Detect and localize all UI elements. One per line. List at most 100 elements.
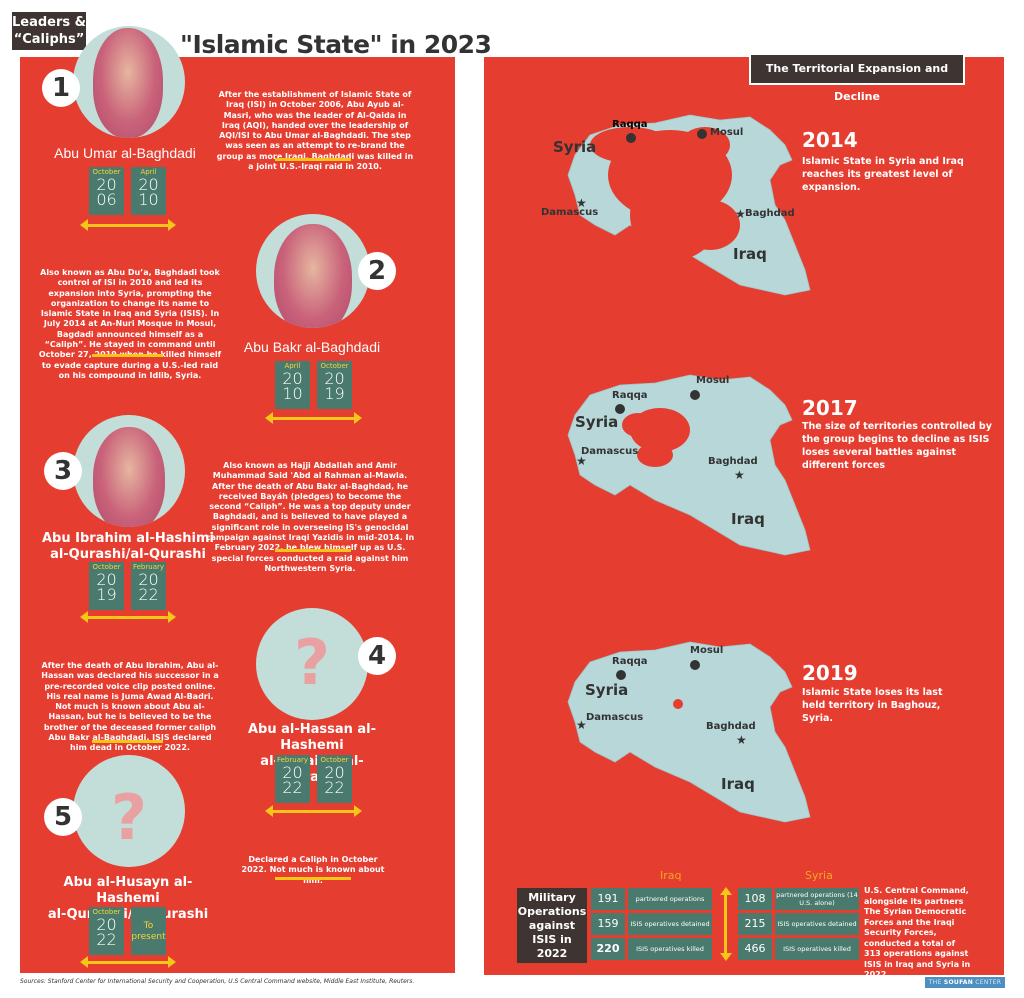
start-month: October (92, 168, 121, 176)
city-marker-raqqa (616, 670, 626, 680)
portrait-leader-3 (73, 415, 185, 527)
end-year-1: 20 (138, 175, 159, 194)
leader-bio: Also known as Hajji Abdallah and Amir Mu… (205, 461, 415, 573)
tenure-arrow-icon (265, 804, 362, 818)
city-label-mosul: Mosul (710, 127, 744, 138)
leader-number-badge: 3 (44, 452, 82, 490)
end-month: October (320, 362, 349, 370)
start-year-2: 10 (282, 384, 303, 403)
double-arrow-icon (720, 887, 732, 961)
unknown-portrait-icon: ? (111, 781, 147, 854)
sources-footnote: Sources: Stanford Center for Internation… (20, 978, 415, 985)
leader-number-badge: 5 (44, 798, 82, 836)
start-month: February (276, 756, 309, 764)
leader-number-badge: 1 (42, 69, 80, 107)
city-label-mosul: Mosul (690, 645, 724, 656)
city-label-baghdad: Baghdad (706, 721, 756, 732)
leader-name: Abu Umar al-Baghdadi (54, 145, 196, 161)
city-label-raqqa: Raqqa (612, 390, 648, 401)
map-2017 (567, 374, 811, 556)
divider (275, 158, 351, 161)
tenure-arrow-icon (265, 411, 362, 425)
city-label-baghdad: Baghdad (708, 456, 758, 467)
soufan-center-logo: THE SOUFAN CENTER (925, 977, 1005, 988)
city-label-damascus: Damascus (586, 712, 644, 723)
start-month: April (284, 362, 301, 370)
leader-bio: Declared a Caliph in October 2022. Not m… (241, 855, 385, 885)
face-image (93, 427, 165, 527)
end-year-2: 22 (324, 778, 345, 797)
syria-metric-label: partnered operations (14 U.S. alone) (775, 888, 859, 910)
end-date-box: April 20 10 (131, 167, 166, 215)
city-label-damascus: Damascus (541, 207, 599, 218)
leader-name: Abu al-Hassan al-Hashemi al-Quraishi/al-… (232, 722, 392, 786)
leaders-caliphs-tag: Leaders & “Caliphs” (10, 10, 88, 52)
end-month: February (132, 563, 165, 571)
leader-name: Abu Ibrahim al-Hashimi al-Qurashi/al-Qur… (40, 531, 216, 563)
start-date-box: October 20 22 (89, 907, 124, 955)
syria-metric-label: ISIS operatives detained (775, 913, 859, 935)
end-year-1: 20 (138, 570, 159, 589)
end-present: To present (131, 921, 166, 942)
end-year-2: 10 (138, 190, 159, 209)
syria-metric-label: ISIS operatives killed (775, 938, 859, 960)
leader-number-badge: 2 (358, 252, 396, 290)
start-month: October (92, 563, 121, 571)
syria-value: 108 (738, 888, 772, 910)
end-year-2: 22 (138, 585, 159, 604)
city-marker-raqqa (615, 404, 625, 414)
syria-value: 466 (738, 938, 772, 960)
iraq-metric-label: ISIS operatives killed (628, 938, 712, 960)
period-description: Islamic State in Syria and Iraq reaches … (802, 156, 964, 193)
start-year-1: 20 (282, 763, 303, 782)
city-marker-mosul (690, 390, 700, 400)
iraq-metric-label: partnered operations (628, 888, 712, 910)
leader-name-line-1: Abu Ibrahim al-Hashimi (42, 531, 214, 546)
start-year-2: 22 (96, 930, 117, 949)
start-year-2: 19 (96, 585, 117, 604)
start-date-box: October 20 19 (89, 562, 124, 610)
start-year-1: 20 (96, 570, 117, 589)
unknown-portrait-icon: ? (294, 626, 330, 699)
capital-star-icon: ★ (576, 454, 587, 468)
start-date-box: April 20 10 (275, 361, 310, 409)
city-marker-mosul (690, 660, 700, 670)
operations-note: U.S. Central Command, alongside its part… (864, 886, 971, 979)
leader-number-badge: 4 (358, 637, 396, 675)
iraq-column-heading: Iraq (660, 869, 682, 882)
portrait-leader-5: ? (73, 755, 185, 867)
city-label-mosul: Mosul (696, 375, 730, 386)
portrait-leader-2 (256, 214, 370, 328)
country-label-syria: Syria (575, 413, 619, 431)
map-2019 (567, 641, 811, 823)
city-label-raqqa: Raqqa (612, 119, 648, 130)
face-image (93, 28, 163, 138)
leader-name: Abu Bakr al-Baghdadi (243, 339, 381, 355)
end-month: October (320, 756, 349, 764)
capital-star-icon: ★ (736, 733, 747, 747)
end-month: April (140, 168, 157, 176)
iraq-metric-label: ISIS operatives detained (628, 913, 712, 935)
map-2014 (567, 114, 811, 296)
leader-bio: After the establishment of Islamic State… (216, 90, 414, 172)
country-label-iraq: Iraq (731, 510, 765, 528)
territory-heading: The Territorial Expansion and Decline (749, 53, 965, 103)
start-date-box: October 20 06 (89, 167, 124, 215)
portrait-leader-4: ? (256, 608, 368, 720)
period-description: The size of territories controlled by th… (802, 421, 992, 471)
page-title: "Islamic State" in 2023 (180, 30, 492, 59)
country-label-iraq: Iraq (721, 775, 755, 793)
period-description: Islamic State loses its last held territ… (802, 687, 943, 724)
end-date-box: October 20 19 (317, 361, 352, 409)
country-label-iraq: Iraq (733, 245, 767, 263)
city-marker-mosul (697, 129, 707, 139)
end-date-box: October 20 22 (317, 755, 352, 803)
start-year-1: 20 (96, 915, 117, 934)
divider (275, 549, 351, 552)
divider (92, 740, 163, 743)
logo-post: CENTER (973, 979, 1002, 986)
syria-column-heading: Syria (805, 869, 833, 882)
capital-star-icon: ★ (734, 468, 745, 482)
capital-star-icon: ★ (735, 207, 746, 221)
face-image (274, 224, 352, 328)
